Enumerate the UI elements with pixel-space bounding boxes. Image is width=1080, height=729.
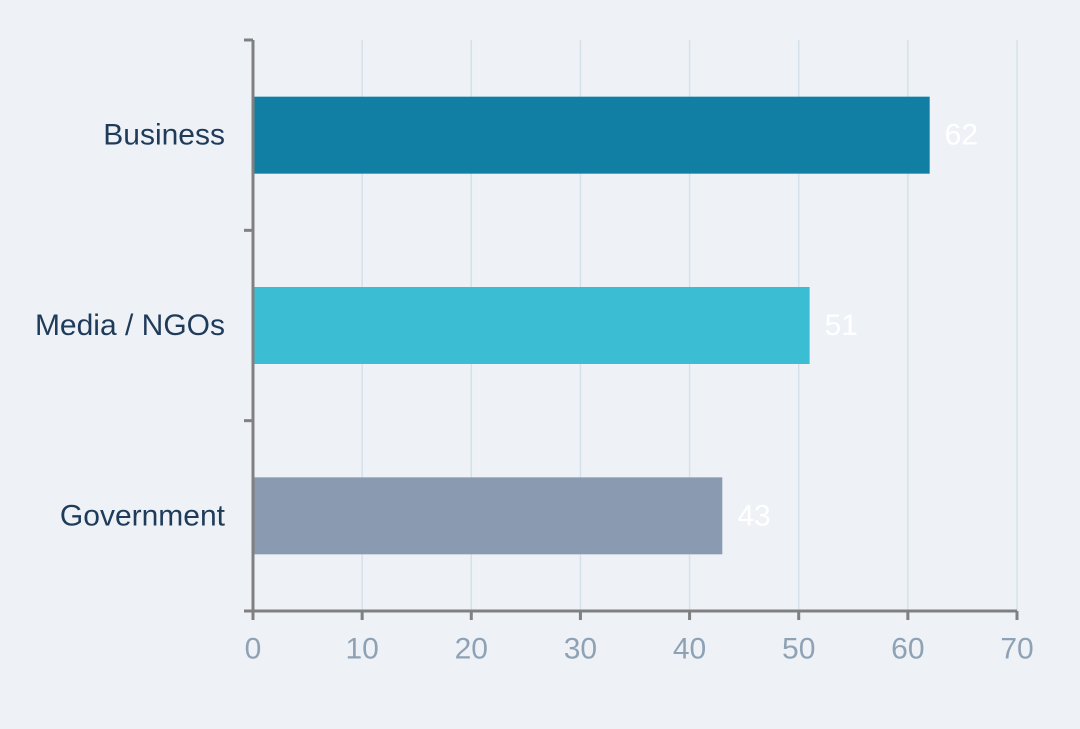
- x-tick-label: 50: [782, 633, 815, 666]
- x-tick-label: 30: [564, 633, 597, 666]
- x-tick-label: 20: [455, 633, 488, 666]
- labels: 62 Business 51 Media / NGOs 43 Government 0 10 2…: [35, 119, 1034, 666]
- bar-business: [253, 96, 930, 174]
- axes: [244, 38, 1019, 620]
- x-tick-label: 0: [245, 633, 262, 666]
- bar-government: [253, 477, 723, 555]
- bar-media-ngos: [253, 287, 810, 364]
- x-tick-label: 40: [673, 633, 706, 666]
- category-label: Business: [103, 119, 225, 152]
- x-tick-label: 60: [891, 633, 924, 666]
- x-tick-label: 70: [1000, 633, 1033, 666]
- category-label: Media / NGOs: [35, 309, 225, 342]
- data-label: 62: [945, 119, 978, 152]
- data-label: 51: [825, 309, 858, 342]
- category-label: Government: [60, 499, 226, 532]
- data-label: 43: [737, 499, 770, 532]
- bars: [253, 96, 930, 555]
- x-tick-label: 10: [345, 633, 378, 666]
